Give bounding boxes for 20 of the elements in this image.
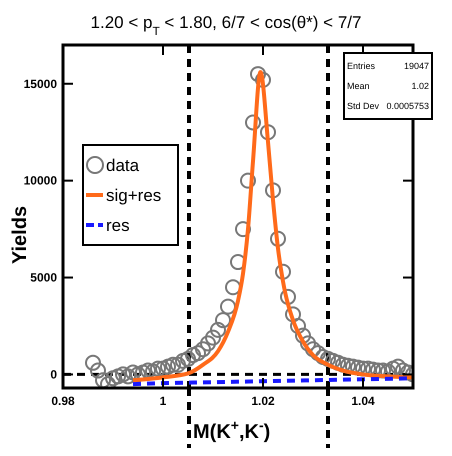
legend-label: data [106, 156, 140, 175]
y-axis-title: Yields [9, 206, 31, 264]
y-tick-label: 10000 [24, 174, 58, 188]
annotation: 19047 [404, 61, 429, 71]
x-axis-title: M(K$^{+}$,K$^{-}$) [193, 417, 270, 443]
chart-title: 1.20 < p$_{T}$ < 1.80, 6/7 < cos(θ*) < 7/7 [90, 13, 362, 38]
annotation: Entries [347, 61, 376, 71]
annotation: Mean [347, 81, 370, 91]
x-tick-label: 1 [160, 394, 167, 408]
annotation: 1.02 [411, 81, 429, 91]
y-tick-label: 0 [50, 367, 58, 382]
x-tick-label: 1.04 [351, 394, 375, 408]
annotation: 0.0005753 [386, 101, 429, 111]
y-tick-label: 15000 [24, 76, 58, 91]
y-tick-label: 5000 [30, 270, 58, 285]
x-tick-label: 1.02 [251, 394, 275, 408]
legend-label: sig+res [106, 186, 162, 205]
legend-label: res [106, 216, 130, 235]
annotation: Std Dev [347, 101, 380, 111]
x-tick-label: 0.98 [51, 394, 75, 408]
